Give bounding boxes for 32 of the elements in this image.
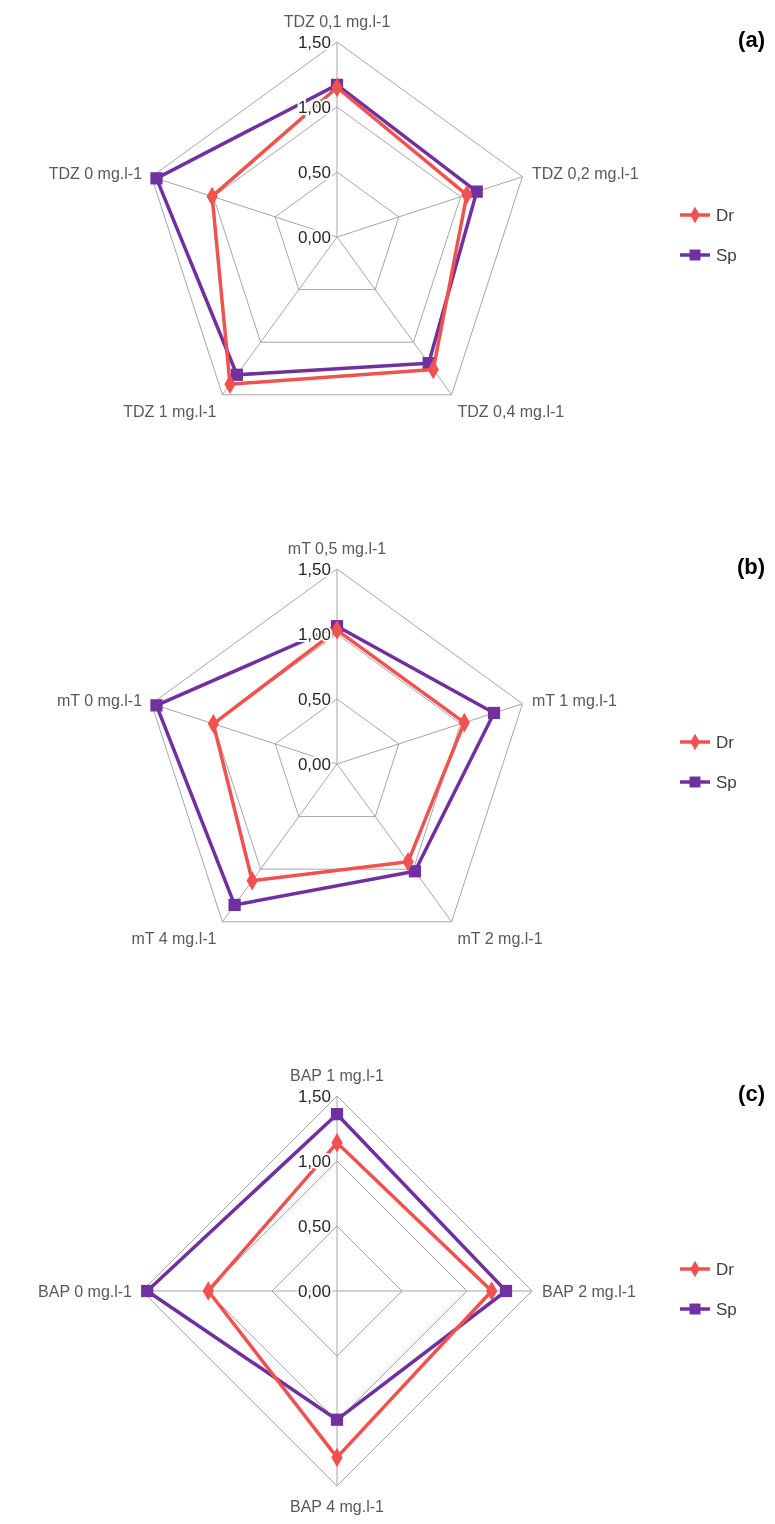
spoke-label: TDZ 1 mg.l-1 (123, 403, 217, 421)
legend-label: Dr (716, 205, 735, 225)
legend-label: Sp (716, 245, 737, 265)
legend-label: Dr (716, 732, 735, 752)
spoke-label: TDZ 0,1 mg.l-1 (283, 13, 391, 31)
spoke-label: BAP 0 mg.l-1 (38, 1282, 133, 1300)
legend-label: Sp (716, 1299, 737, 1319)
text: (b) (736, 554, 765, 579)
legend-label: Dr (716, 1259, 735, 1279)
spoke-label: BAP 2 mg.l-1 (542, 1282, 637, 1300)
text: (c) (738, 1081, 765, 1106)
text: (a) (738, 27, 765, 52)
y-tick-label: 1,50 (297, 1086, 331, 1106)
spoke-label: mT 4 mg.l-1 (131, 930, 217, 948)
spoke-label: TDZ 0,2 mg.l-1 (531, 165, 639, 183)
y-tick-label: 0,50 (297, 162, 331, 182)
y-tick-label: 0,00 (297, 754, 331, 774)
y-tick-label: 1,50 (297, 32, 331, 52)
spoke-label: TDZ 0,4 mg.l-1 (457, 403, 565, 421)
spoke-label: mT 0 mg.l-1 (56, 692, 143, 710)
spoke-label: TDZ 0 mg.l-1 (48, 165, 143, 183)
y-tick-label: 0,00 (297, 227, 331, 247)
y-tick-label: 1,50 (297, 559, 331, 579)
y-tick-label: 0,50 (297, 689, 331, 709)
spoke-label: mT 2 mg.l-1 (457, 930, 543, 948)
spoke-label: mT 1 mg.l-1 (531, 692, 618, 710)
y-tick-label: 0,50 (297, 1216, 331, 1236)
spoke-label: mT 0,5 mg.l-1 (287, 540, 387, 558)
spoke-label: BAP 1 mg.l-1 (290, 1067, 385, 1085)
y-tick-label: 0,00 (297, 1281, 331, 1301)
spoke-label: BAP 4 mg.l-1 (290, 1498, 385, 1515)
legend-label: Sp (716, 772, 737, 792)
